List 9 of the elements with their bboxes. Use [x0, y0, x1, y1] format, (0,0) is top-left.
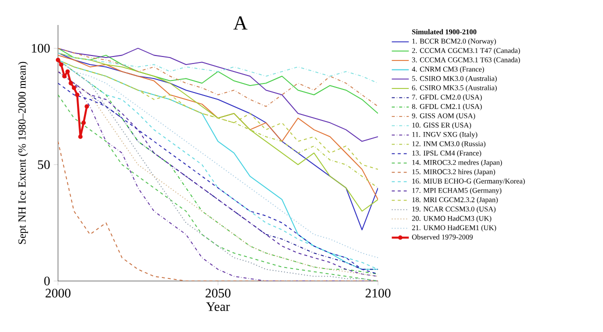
x-tick-label: 2050 — [206, 288, 230, 298]
chart-title: A — [233, 16, 248, 30]
x-tick-label: 2100 — [366, 288, 390, 298]
x-tick-label: 2000 — [46, 288, 70, 298]
y-tick-label: 50 — [38, 160, 50, 170]
y-axis-title: Sept NH Ice Extent (% 1980–2000 mean) — [18, 62, 28, 244]
x-axis-title: Year — [206, 302, 230, 311]
y-tick-label: 100 — [32, 44, 50, 53]
y-tick-label: 0 — [44, 276, 50, 286]
